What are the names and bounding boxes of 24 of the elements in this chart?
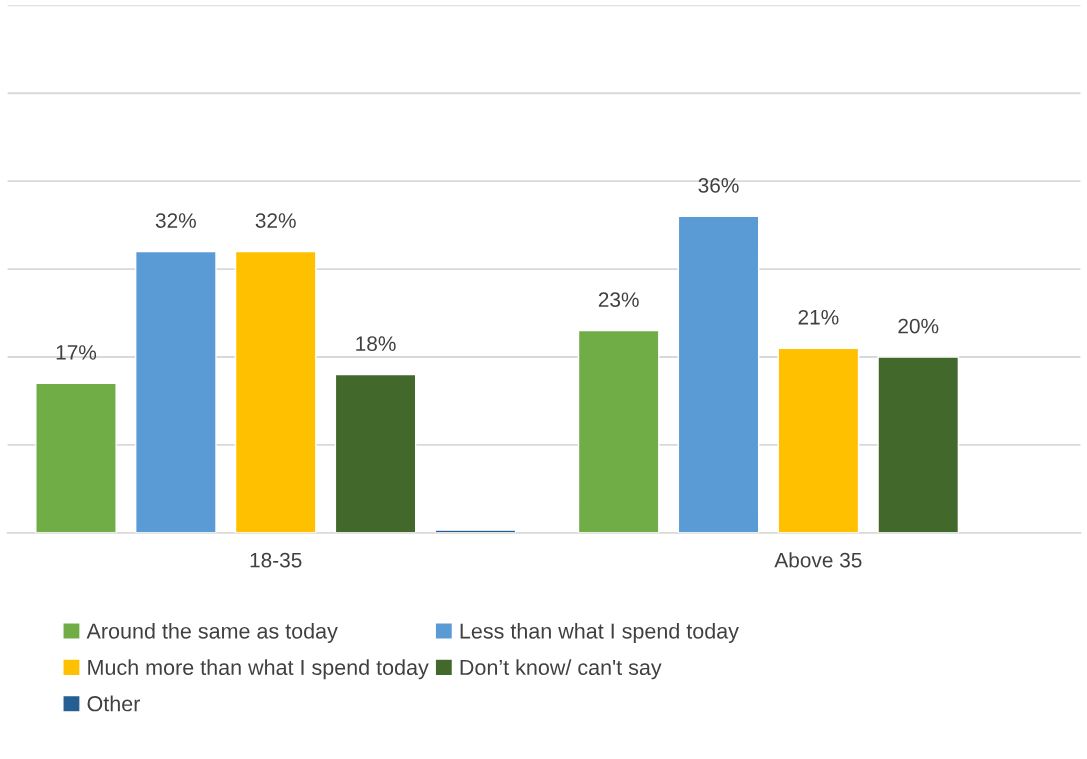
bar	[35, 382, 117, 533]
data-label: 23%	[598, 292, 639, 308]
data-label: 32%	[255, 213, 296, 228]
data-label: 36%	[698, 178, 739, 193]
bar	[677, 215, 760, 533]
legend-label: Other	[87, 695, 141, 712]
bar	[577, 329, 660, 533]
data-label: 21%	[798, 309, 839, 325]
x-tick-label: Above 35	[774, 552, 862, 568]
bar	[134, 250, 217, 533]
data-label: 17%	[56, 345, 97, 360]
legend-label: Don’t know/ can't say	[460, 659, 662, 680]
legend-label: Less than what I spend today	[460, 622, 739, 643]
bar	[877, 356, 960, 533]
legend-label: Much more than what I spend today	[88, 659, 429, 680]
data-label: 20%	[898, 318, 939, 334]
bar	[234, 250, 317, 533]
bar	[777, 347, 860, 533]
data-label: 18%	[356, 336, 396, 351]
legend-label: Around the same as today	[86, 622, 338, 643]
bar	[334, 373, 417, 533]
data-label: 32%	[155, 213, 196, 228]
x-tick-label: 18-35	[250, 552, 302, 568]
bar	[434, 529, 517, 533]
